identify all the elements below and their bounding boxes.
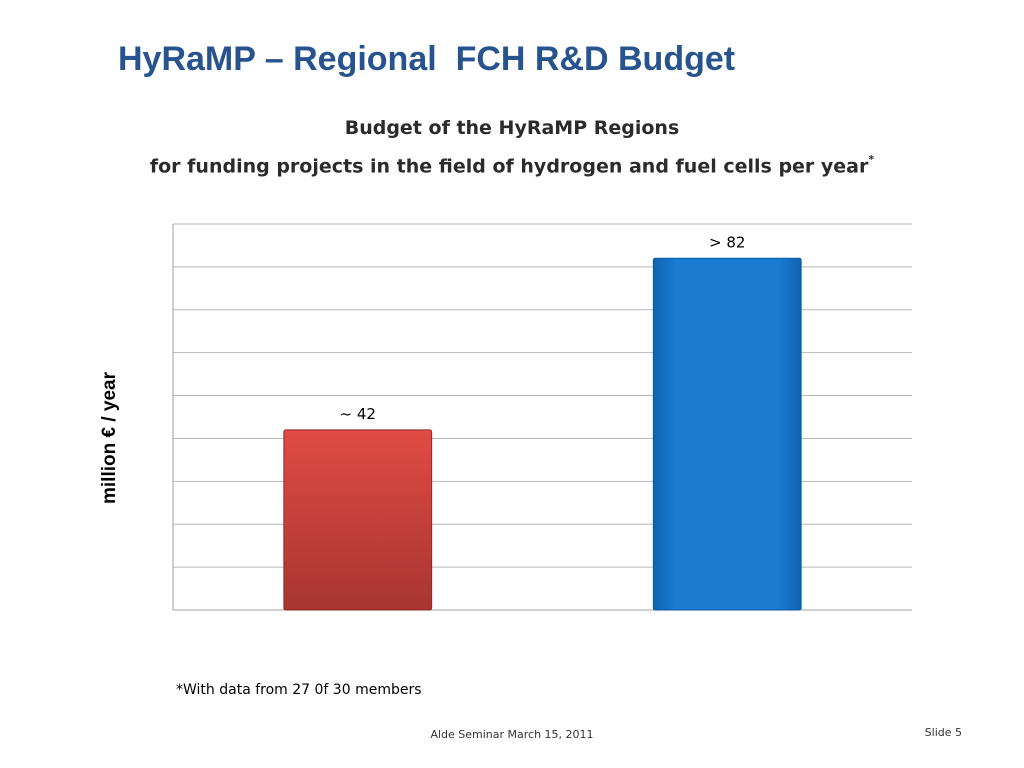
chart-subtitle-text: for funding projects in the field of hyd… <box>149 155 869 178</box>
data-labels: ~ 42 > 82 <box>340 233 746 423</box>
bar-1 <box>652 257 802 611</box>
footnote: *With data from 27 0f 30 members <box>176 682 422 698</box>
slide-number: Slide 5 <box>924 726 962 739</box>
data-label-0: ~ 42 <box>340 405 376 423</box>
bar-0 <box>283 429 433 611</box>
chart-subtitle-mark: * <box>868 153 875 166</box>
slide-title: HyRaMP – Regional FCH R&D Budget <box>118 40 736 78</box>
data-label-1: > 82 <box>709 233 745 251</box>
chart-subtitle: for funding projects in the field of hyd… <box>0 153 1024 178</box>
bars <box>283 257 802 611</box>
footer-text: Alde Seminar March 15, 2011 <box>430 728 594 741</box>
chart-title: Budget of the HyRaMP Regions <box>344 117 680 139</box>
